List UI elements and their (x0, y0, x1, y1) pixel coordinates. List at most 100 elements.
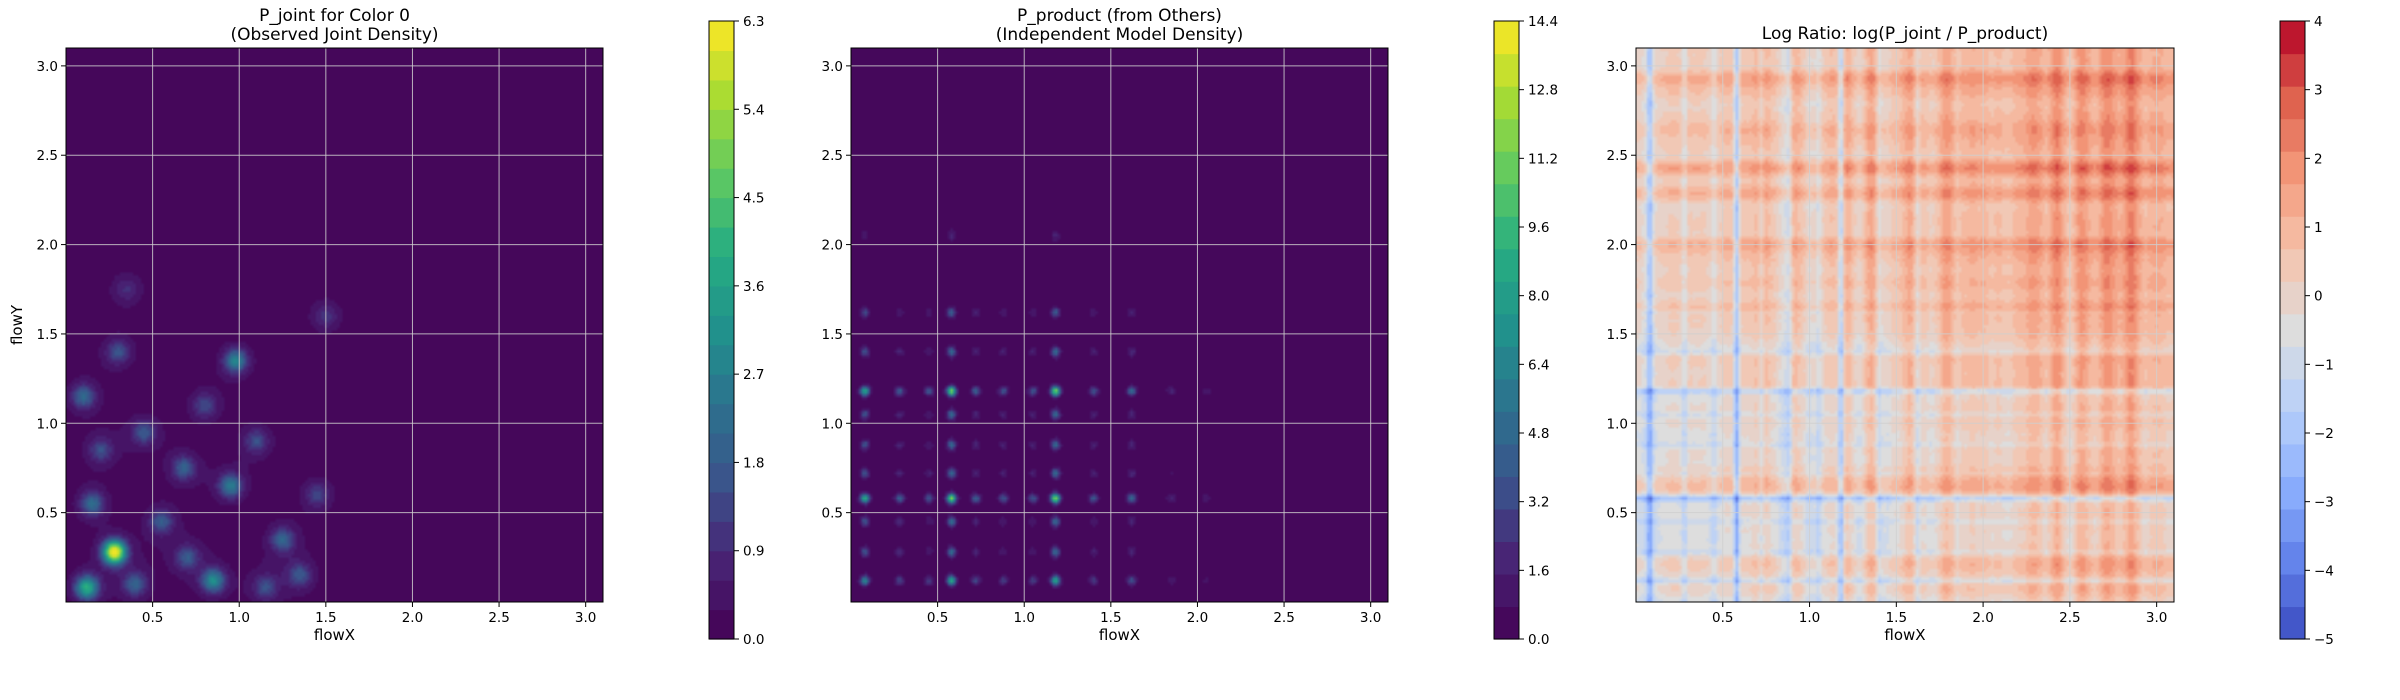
colorbar-logratio: −5 −4 −3 −2 −1 0 1 2 3 4 (2279, 14, 2334, 648)
colorbar-level (2280, 183, 2305, 217)
x-tick-label: 1.5 (1886, 610, 1907, 626)
colorbar-level (1494, 508, 1519, 543)
colorbar-level (1494, 281, 1519, 315)
colorbar-tick-label: 6.4 (1528, 357, 1549, 373)
colorbar-level (2280, 216, 2305, 250)
colorbar-level (2280, 281, 2305, 315)
x-tick-label: 2.0 (1187, 610, 1208, 626)
colorbar-level (709, 550, 734, 581)
colorbar-tick-label: 14.4 (1528, 14, 1558, 30)
heatmap-product (851, 48, 1388, 602)
y-tick-label: 3.0 (37, 59, 58, 75)
y-tick-label: 2.0 (37, 238, 58, 254)
colorbar-level (709, 227, 734, 258)
colorbar-level (709, 491, 734, 522)
y-tick-label: 1.0 (822, 416, 843, 432)
y-tick-label: 3.0 (822, 59, 843, 75)
x-tick-label: 3.0 (1360, 610, 1381, 626)
panel-joint: 0.5 1.0 1.5 2.0 2.5 3.0 0.5 1.0 1.5 2.0 2.5 3.0 P_jo… (8, 6, 764, 648)
colorbar-tick-label: 2.7 (743, 367, 764, 383)
y-tick-label: 1.5 (37, 327, 58, 343)
colorbar-joint: 0.0 0.9 1.8 2.7 3.6 4.5 5.4 6.3 (708, 14, 764, 648)
colorbar-level (1494, 151, 1519, 185)
colorbar-tick-label: 4.5 (743, 191, 764, 207)
colorbar-level (1494, 573, 1519, 608)
y-tick-label: 0.5 (1607, 506, 1628, 522)
colorbar-level (709, 374, 734, 405)
y-tick-label: 3.0 (1607, 59, 1628, 75)
colorbar-level (2280, 573, 2305, 608)
y-tick-label: 2.5 (822, 148, 843, 164)
x-tick-label: 3.0 (575, 610, 596, 626)
x-tick-label: 2.5 (488, 610, 509, 626)
colorbar-tick-label: −1 (2314, 357, 2334, 373)
axes-frame (1635, 47, 2175, 603)
x-tick-label: 0.5 (927, 610, 948, 626)
colorbar-level (1494, 606, 1519, 640)
colorbar-tick-label: 0 (2314, 289, 2323, 305)
colorbar-level (709, 197, 734, 228)
colorbar-level (2280, 508, 2305, 543)
colorbar-level (709, 79, 734, 110)
colorbar-tick-label: −2 (2314, 426, 2334, 442)
x-axis-label: flowX (1884, 626, 1925, 644)
colorbar-level (1494, 346, 1519, 380)
colorbar-level (1494, 443, 1519, 477)
colorbar-level (1494, 216, 1519, 250)
colorbar-tick-label: −3 (2314, 495, 2334, 511)
colorbar-level (2280, 606, 2305, 640)
y-axis-label: flowY (8, 304, 26, 345)
colorbar-tick-label: 4 (2314, 14, 2323, 30)
colorbar-tick-label: 12.8 (1528, 83, 1558, 99)
colorbar-level (709, 521, 734, 552)
x-tick-label: 0.5 (142, 610, 163, 626)
colorbar-level (2280, 541, 2305, 575)
x-tick-label: 2.5 (1273, 610, 1294, 626)
colorbar-tick-label: 1.8 (743, 455, 764, 471)
colorbar-level (2280, 411, 2305, 445)
x-tick-label: 2.0 (1972, 610, 1993, 626)
colorbar-tick-label: 6.3 (743, 14, 764, 30)
x-tick-label: 1.0 (228, 610, 249, 626)
colorbar-level (1494, 248, 1519, 282)
x-tick-label: 2.0 (402, 610, 423, 626)
colorbar-level (2280, 248, 2305, 282)
chart-title: P_joint for Color 0 (259, 6, 410, 26)
colorbar-level (709, 168, 734, 199)
colorbar-tick-label: 11.2 (1528, 151, 1558, 167)
colorbar-level (1494, 378, 1519, 412)
colorbar-level (709, 315, 734, 346)
colorbar-tick-label: 3 (2314, 83, 2323, 99)
heatmap-logratio (1636, 48, 2174, 602)
chart-subtitle: (Observed Joint Density) (230, 25, 438, 45)
colorbar-tick-label: 3.6 (743, 279, 764, 295)
colorbar-tick-label: −5 (2314, 632, 2334, 648)
panel-logratio: 0.5 1.0 1.5 2.0 2.5 3.0 0.5 1.0 1.5 2.0 2.5 3.0 Log … (1607, 14, 2334, 648)
chart-title: Log Ratio: log(P_joint / P_product) (1762, 24, 2048, 44)
colorbar-level (2280, 443, 2305, 477)
colorbar-tick-label: 8.0 (1528, 289, 1549, 305)
chart-subtitle: (Independent Model Density) (996, 25, 1244, 45)
colorbar-level (2280, 21, 2305, 55)
colorbar-level (709, 433, 734, 464)
colorbar-tick-label: 4.8 (1528, 426, 1549, 442)
colorbar-level (709, 580, 734, 611)
colorbar-tick-label: 5.4 (743, 102, 764, 118)
colorbar-tick-label: 1.6 (1528, 563, 1549, 579)
colorbar-frame (708, 20, 735, 640)
colorbar-tick-label: 9.6 (1528, 220, 1549, 236)
x-axis-label: flowX (314, 626, 355, 644)
colorbar-level (709, 344, 734, 375)
y-tick-label: 2.5 (1607, 148, 1628, 164)
colorbar-level (2280, 53, 2305, 87)
colorbar-tick-label: 0.0 (1528, 632, 1549, 648)
y-tick-label: 0.5 (37, 506, 58, 522)
x-tick-label: 1.0 (1799, 610, 1820, 626)
colorbar-level (709, 138, 734, 169)
x-tick-label: 2.5 (2059, 610, 2080, 626)
colorbar-frame (2279, 20, 2306, 640)
colorbar-level (709, 50, 734, 81)
colorbar-level (709, 462, 734, 493)
colorbar-level (1494, 476, 1519, 510)
